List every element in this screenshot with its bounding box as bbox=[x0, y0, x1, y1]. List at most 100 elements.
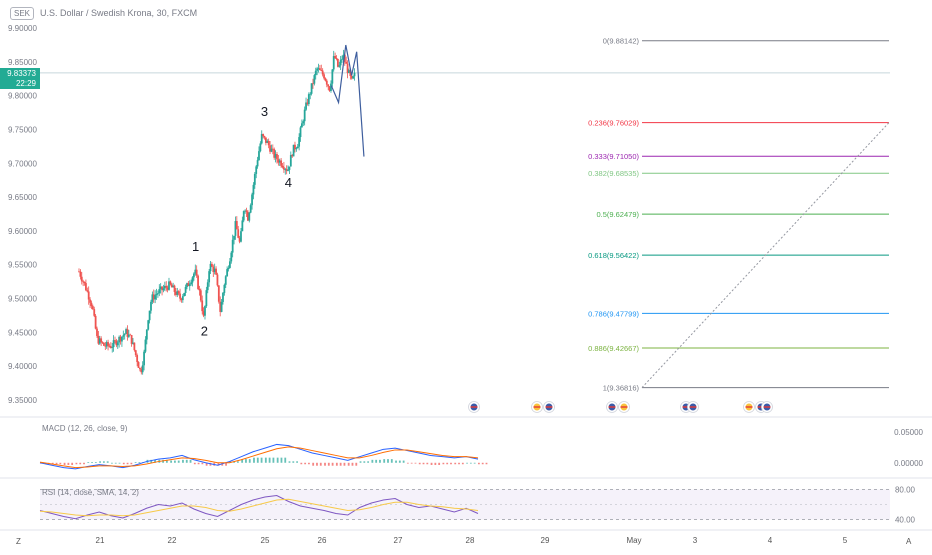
candle-body bbox=[208, 271, 211, 283]
y-tick-label: 9.75000 bbox=[8, 126, 37, 135]
zoom-toggle[interactable]: Z bbox=[16, 537, 21, 546]
macd-histogram-bar bbox=[114, 462, 117, 464]
x-tick-label: 25 bbox=[261, 536, 270, 545]
candle-body bbox=[198, 289, 201, 291]
y-tick-label: 9.55000 bbox=[8, 261, 37, 270]
macd-histogram-bar bbox=[122, 462, 125, 465]
bar-countdown: 22:29 bbox=[15, 79, 36, 88]
macd-histogram-bar bbox=[201, 462, 204, 465]
signal-line[interactable] bbox=[39, 446, 479, 469]
candle-body bbox=[342, 54, 345, 60]
macd-title[interactable]: MACD (12, 26, close, 9) bbox=[42, 424, 128, 433]
wave-label-3[interactable]: 3 bbox=[261, 104, 268, 119]
macd-histogram-bar bbox=[94, 462, 97, 463]
candle-body bbox=[79, 271, 82, 277]
macd-histogram-bar bbox=[316, 462, 318, 466]
auto-scale-toggle[interactable]: A bbox=[906, 537, 912, 546]
candle-body bbox=[166, 287, 169, 290]
macd-histogram-bar bbox=[193, 462, 196, 465]
candle-body bbox=[346, 63, 349, 73]
fib-level-label[interactable]: 0(9.88142) bbox=[603, 37, 640, 46]
candle-body bbox=[176, 291, 179, 295]
rsi-line[interactable] bbox=[39, 494, 479, 520]
candle-body bbox=[147, 320, 150, 330]
candle-body bbox=[264, 137, 267, 143]
candle-body bbox=[223, 284, 226, 293]
candle-body bbox=[255, 166, 258, 174]
candle-body bbox=[193, 273, 195, 278]
fib-level-label[interactable]: 0.618(9.56422) bbox=[588, 251, 639, 260]
fib-level-label[interactable]: 0.333(9.71050) bbox=[588, 152, 639, 161]
candle-body bbox=[108, 345, 111, 347]
candle-body bbox=[256, 160, 259, 167]
rsi-ma-line[interactable] bbox=[39, 498, 479, 517]
candle-body bbox=[237, 229, 240, 238]
candle-body bbox=[83, 281, 86, 284]
fib-level-label[interactable]: 0.382(9.68535) bbox=[588, 169, 639, 178]
candle-body bbox=[173, 285, 176, 292]
candle-body bbox=[143, 351, 145, 366]
candle-body bbox=[292, 144, 295, 157]
fib-level-label[interactable]: 0.236(9.76029) bbox=[588, 119, 639, 128]
macd-histogram-bar bbox=[371, 459, 374, 463]
macd-histogram-bar bbox=[189, 459, 192, 463]
macd-line[interactable] bbox=[39, 443, 479, 470]
wave-label-2[interactable]: 2 bbox=[201, 324, 208, 339]
candle-body bbox=[327, 84, 330, 87]
macd-histogram-bar bbox=[268, 457, 271, 463]
candle-body bbox=[277, 159, 280, 163]
candle-body bbox=[330, 83, 332, 91]
candle-body bbox=[233, 235, 235, 240]
macd-histogram-bar bbox=[55, 462, 58, 465]
fib-level-label[interactable]: 0.886(9.42667) bbox=[588, 344, 639, 353]
candle-body bbox=[353, 72, 356, 77]
candle-body bbox=[116, 342, 119, 346]
candle-body bbox=[168, 281, 170, 290]
wave-label-4[interactable]: 4 bbox=[285, 175, 292, 190]
macd-histogram-bar bbox=[390, 459, 393, 463]
candle-body bbox=[299, 127, 302, 138]
macd-histogram-bar bbox=[430, 462, 433, 465]
fib-trendline[interactable] bbox=[641, 122, 890, 388]
candle-body bbox=[114, 340, 116, 341]
wave-label-1[interactable]: 1 bbox=[192, 239, 199, 254]
candle-body bbox=[230, 252, 233, 262]
macd-histogram-bar bbox=[426, 462, 429, 465]
macd-histogram-bar bbox=[387, 459, 389, 463]
rsi-title[interactable]: RSI (14, close, SMA, 14, 2) bbox=[42, 488, 139, 497]
currency-badge[interactable]: SEK bbox=[10, 6, 35, 20]
x-tick-label: 29 bbox=[541, 536, 550, 545]
candle-body bbox=[97, 335, 100, 344]
candle-body bbox=[281, 165, 284, 168]
candle-body bbox=[300, 123, 303, 128]
fib-level-label[interactable]: 0.786(9.47799) bbox=[588, 309, 639, 318]
macd-histogram-bar bbox=[324, 462, 326, 466]
candle-body bbox=[169, 281, 172, 285]
macd-histogram-bar bbox=[182, 459, 184, 463]
symbol-title[interactable]: U.S. Dollar / Swedish Krona, 30, FXCM bbox=[40, 8, 198, 18]
candle-body bbox=[341, 59, 343, 60]
macd-histogram-bar bbox=[450, 462, 452, 465]
fib-level-label[interactable]: 1(9.36816) bbox=[603, 384, 640, 393]
candle-body bbox=[104, 345, 107, 347]
candle-body bbox=[350, 75, 353, 79]
candle-body bbox=[280, 160, 283, 166]
candle-body bbox=[314, 70, 317, 76]
candle-body bbox=[262, 134, 265, 137]
projection-path[interactable] bbox=[330, 44, 365, 157]
candle-body bbox=[115, 340, 118, 346]
macd-histogram-bar bbox=[434, 462, 437, 465]
candle-body bbox=[251, 194, 253, 206]
macd-histogram-bar bbox=[177, 460, 180, 463]
candle-body bbox=[125, 329, 127, 334]
fib-level-label[interactable]: 0.5(9.62479) bbox=[596, 210, 639, 219]
macd-histogram-bar bbox=[398, 460, 401, 463]
candle-body bbox=[332, 56, 335, 70]
macd-histogram-bar bbox=[245, 459, 247, 463]
candle-body bbox=[258, 151, 260, 161]
candle-body bbox=[303, 109, 306, 122]
macd-histogram-bar bbox=[253, 457, 255, 463]
macd-histogram-bar bbox=[410, 462, 413, 464]
